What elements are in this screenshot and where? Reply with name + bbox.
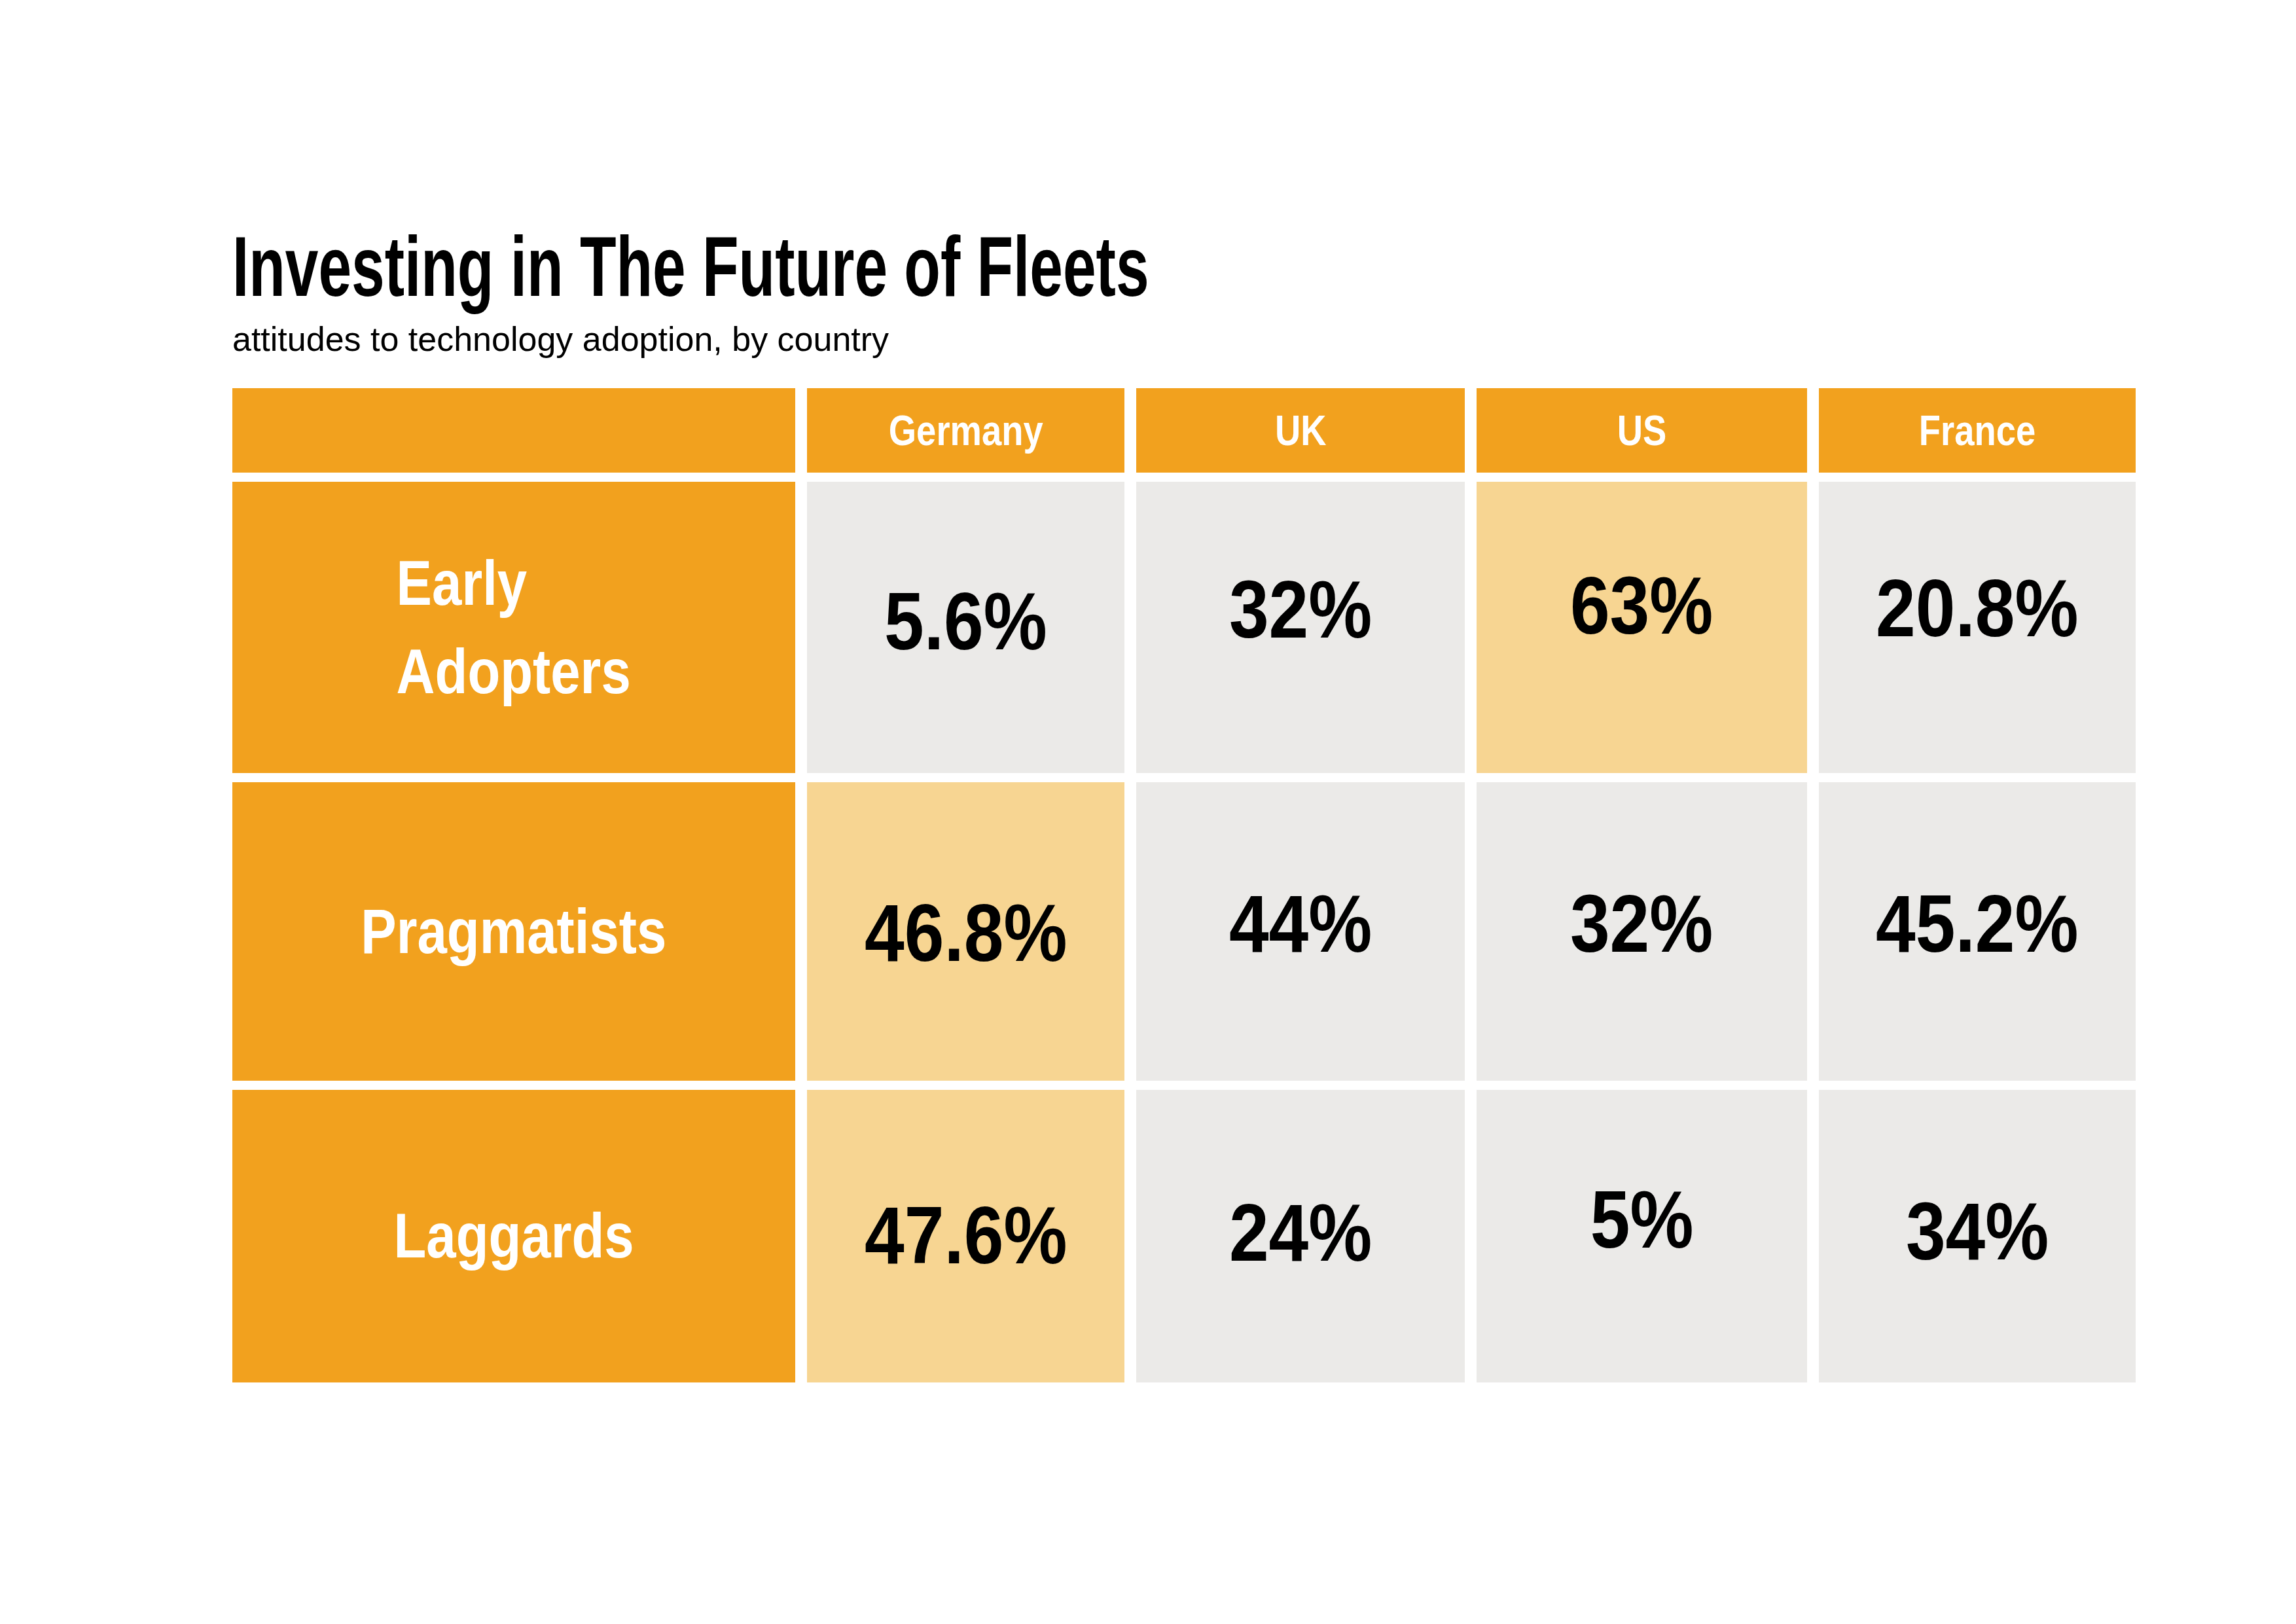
cell-early-adopters-germany: 5.6% [807,482,1124,773]
col-header-us: US [1477,388,1807,473]
col-header-uk: UK [1136,388,1465,473]
cell-early-adopters-uk: 32% [1136,482,1465,773]
row-header-laggards: Laggards [232,1090,795,1382]
value-early-adopters-us: 63% [1570,559,1713,652]
cell-pragmatists-us: 32% [1477,782,1807,1081]
cell-laggards-us: 5% [1477,1090,1807,1382]
value-laggards-uk: 24% [1229,1186,1372,1279]
cell-early-adopters-us-highlighted: 63% [1477,482,1807,773]
cell-pragmatists-uk: 44% [1136,782,1465,1081]
col-header-france-label: France [1919,406,2036,455]
corner-header-cell [232,388,795,473]
col-header-uk-label: UK [1275,406,1327,455]
col-header-france: France [1819,388,2136,473]
value-pragmatists-uk: 44% [1229,877,1372,970]
col-header-us-label: US [1617,406,1667,455]
value-pragmatists-germany: 46.8% [865,886,1067,979]
value-laggards-france: 34% [1906,1185,2049,1278]
page-subtitle: attitudes to technology adoption, by cou… [232,321,889,358]
cell-early-adopters-france: 20.8% [1819,482,2136,773]
value-pragmatists-france: 45.2% [1876,877,2078,970]
value-early-adopters-uk: 32% [1229,563,1372,656]
cell-laggards-france: 34% [1819,1090,2136,1382]
cell-pragmatists-france: 45.2% [1819,782,2136,1081]
value-laggards-us: 5% [1590,1173,1694,1266]
col-header-germany: Germany [807,388,1124,473]
cell-laggards-uk: 24% [1136,1090,1465,1382]
cell-pragmatists-germany-highlighted: 46.8% [807,782,1124,1081]
row-header-laggards-label: Laggards [393,1192,634,1280]
value-pragmatists-us: 32% [1570,877,1713,970]
value-early-adopters-france: 20.8% [1876,562,2078,655]
row-header-early-adopters-label: Early Adopters [397,539,631,715]
row-header-pragmatists: Pragmatists [232,782,795,1081]
cell-laggards-germany-highlighted: 47.6% [807,1090,1124,1382]
row-header-pragmatists-label: Pragmatists [361,888,666,975]
page-title: Investing in The Future of Fleets [232,224,1149,309]
value-early-adopters-germany: 5.6% [884,575,1047,668]
col-header-germany-label: Germany [889,406,1043,455]
row-header-early-adopters: Early Adopters [232,482,795,773]
slide: Investing in The Future of Fleets attitu… [0,0,2296,1624]
value-laggards-germany: 47.6% [865,1189,1067,1282]
attitudes-table: Germany UK US France Early Adopters 5.6%… [232,388,2136,1382]
